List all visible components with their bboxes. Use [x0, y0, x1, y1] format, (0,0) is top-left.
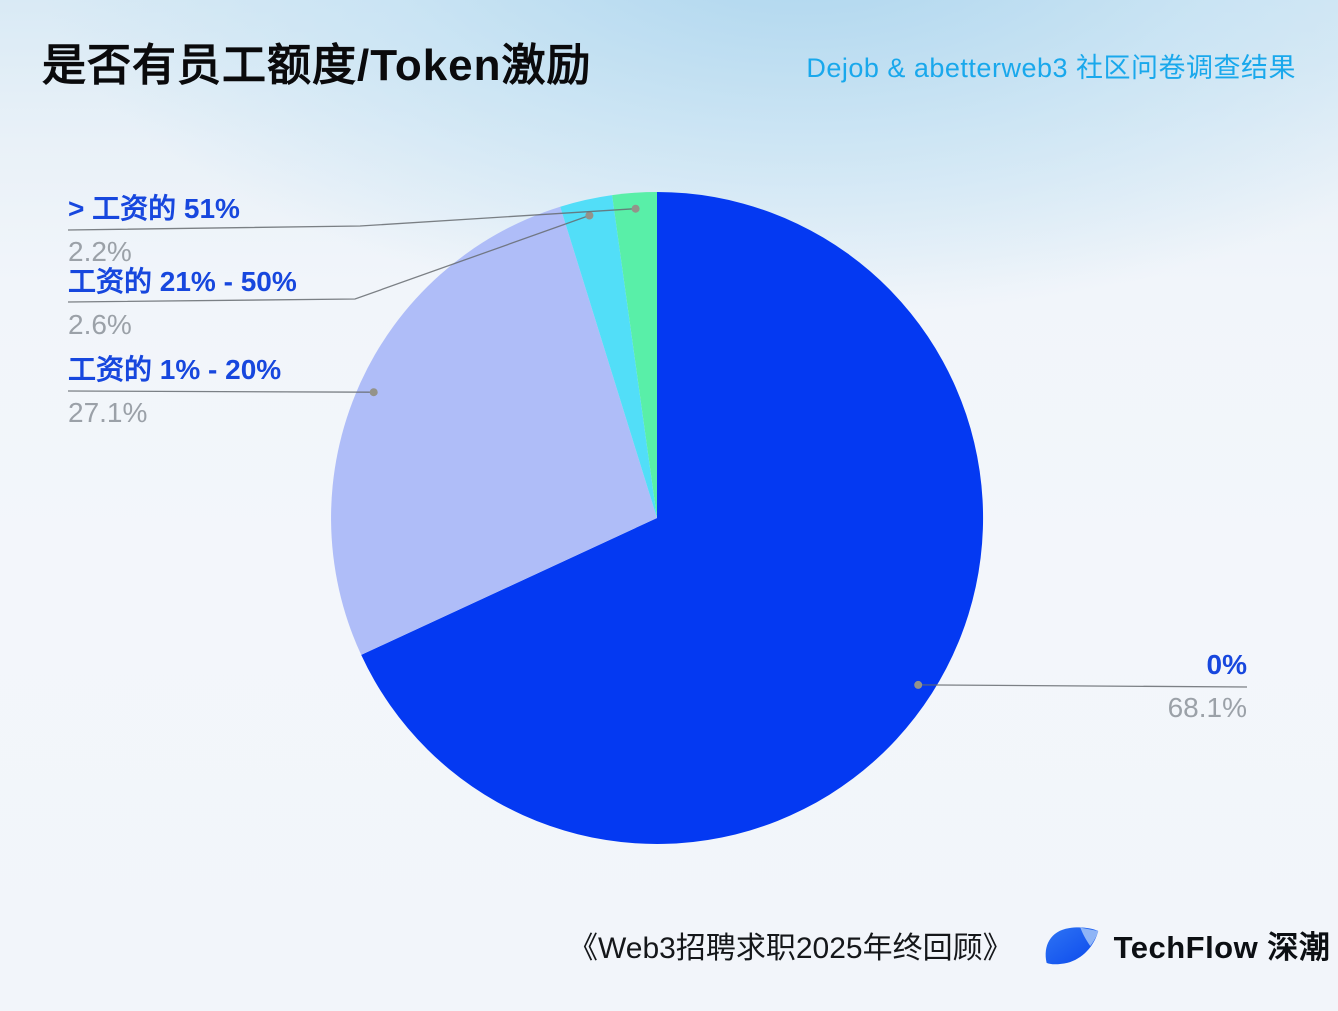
callout-gt-51pct: > 工资的 51% 2.2%: [68, 195, 240, 266]
callout-21-50pct: 工资的 21% - 50% 2.6%: [68, 268, 297, 339]
techflow-logo-icon: [1041, 923, 1101, 967]
callout-value-21-50pct: 2.6%: [68, 309, 132, 340]
callout-value-0pct: 68.1%: [1167, 692, 1247, 723]
callout-0pct: 0% 68.1%: [1168, 651, 1247, 722]
report-title: 《Web3招聘求职2025年终回顾》: [568, 931, 1013, 965]
pie-slice-3: [612, 191, 657, 518]
survey-source-subtitle: Dejob & abetterweb3 社区问卷调查结果: [806, 53, 1296, 83]
leader-dot-1: [369, 388, 378, 397]
leader-line-2: [67, 214, 590, 303]
pie-slice-2: [560, 195, 657, 518]
callout-label-21-50pct: 工资的 21% - 50%: [68, 266, 297, 297]
leader-dot-3: [631, 204, 640, 213]
brand-name: TechFlow 深潮: [1113, 930, 1331, 965]
pie-slice-1: [331, 206, 657, 655]
callout-label-gt-51pct: > 工资的 51%: [68, 193, 240, 224]
callout-label-1-20pct: 工资的 1% - 20%: [68, 354, 282, 385]
chart-title: 是否有员工额度/Token激励: [42, 41, 592, 90]
leader-line-3: [67, 208, 636, 231]
callout-value-1-20pct: 27.1%: [68, 397, 148, 428]
callout-label-0pct: 0%: [1206, 649, 1247, 680]
callout-1-20pct: 工资的 1% - 20% 27.1%: [68, 356, 281, 427]
leader-line-0: [918, 684, 1248, 688]
footer: 《Web3招聘求职2025年终回顾》 TechFlow 深潮: [568, 922, 1330, 967]
leader-dot-2: [585, 211, 594, 220]
leader-dot-0: [914, 680, 923, 689]
leader-line-1: [67, 390, 374, 393]
callout-value-gt-51pct: 2.2%: [68, 236, 132, 267]
pie-slice-0: [361, 191, 984, 844]
